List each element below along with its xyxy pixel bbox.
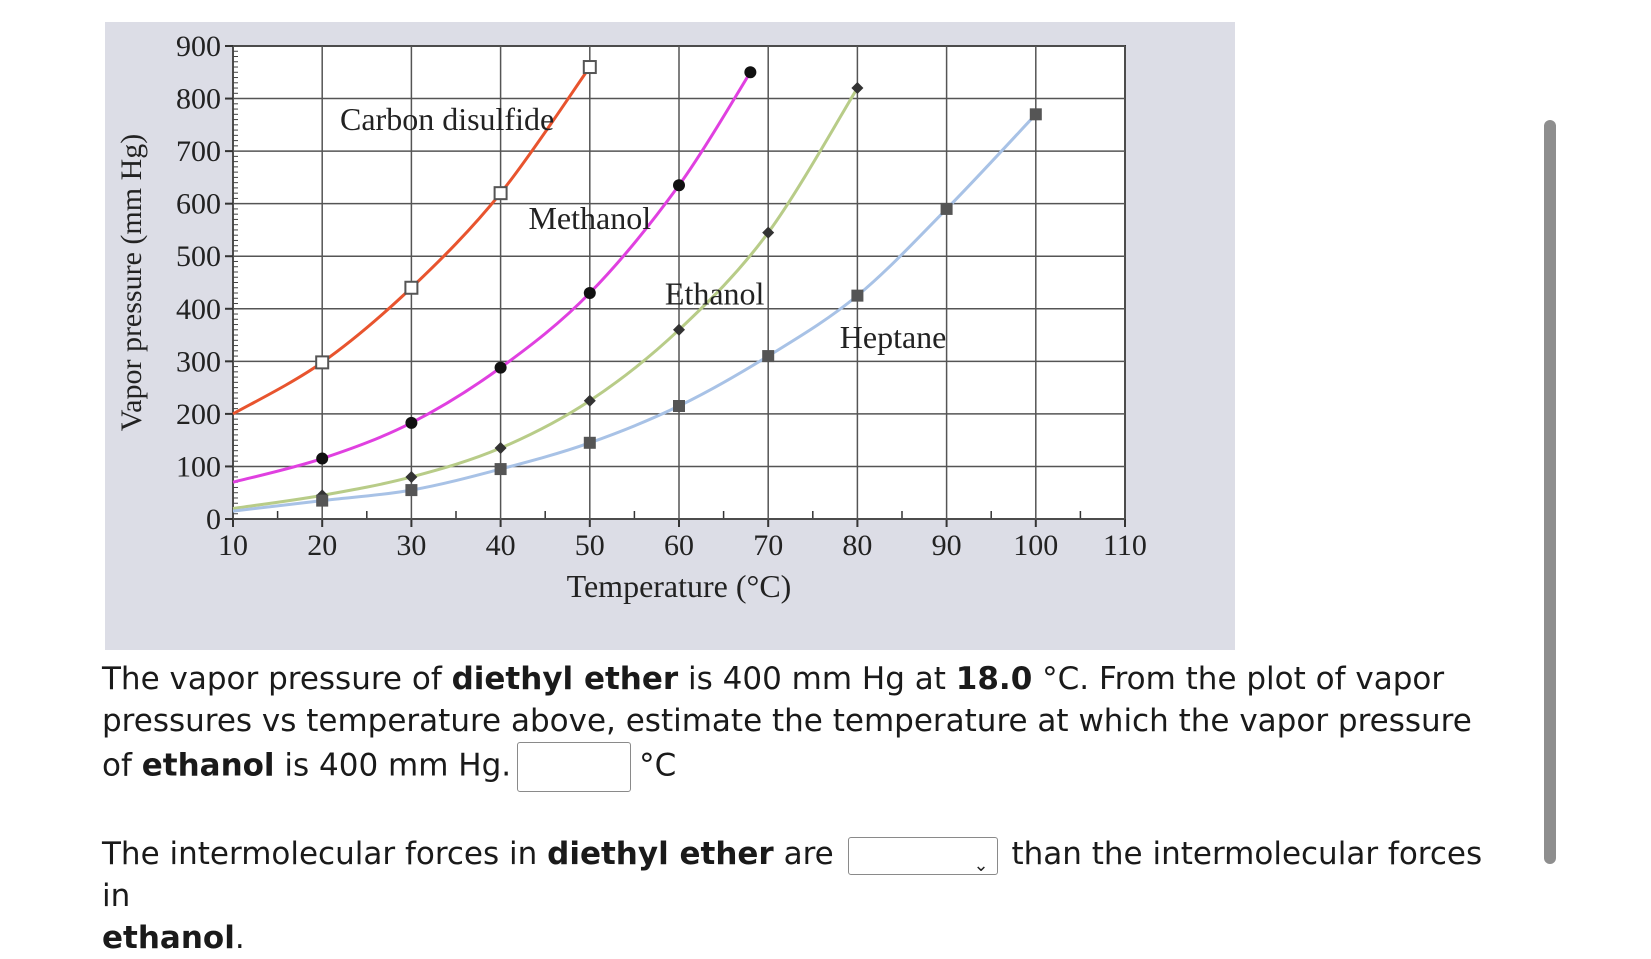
data-point-ethanol bbox=[673, 323, 685, 336]
q1-bold-temperature: 18.0 bbox=[955, 661, 1033, 697]
data-point-carbon-disulfide bbox=[315, 355, 330, 370]
data-point-heptane bbox=[940, 202, 953, 215]
series-label-heptane: Heptane bbox=[840, 319, 947, 355]
chart-svg: 10 20 30 40 50 60 70 80 90 100 110 0 100 200 300 400 500… bbox=[115, 30, 1147, 604]
data-point-methanol bbox=[316, 452, 329, 465]
x-tick-label: 80 bbox=[842, 529, 872, 562]
vertical-scrollbar[interactable] bbox=[1544, 120, 1556, 864]
q2-text-d: . bbox=[234, 920, 245, 956]
x-tick-label: 90 bbox=[932, 529, 962, 562]
chevron-down-icon: ⌄ bbox=[973, 854, 989, 876]
x-tick-label: 40 bbox=[486, 529, 516, 562]
y-tick-label: 900 bbox=[176, 30, 221, 63]
data-point-methanol bbox=[744, 66, 757, 79]
x-tick-label: 60 bbox=[664, 529, 694, 562]
x-axis-label: Temperature (°C) bbox=[567, 568, 792, 604]
y-tick-label: 800 bbox=[176, 83, 221, 116]
data-point-methanol bbox=[583, 287, 596, 300]
temperature-answer-input[interactable] bbox=[517, 742, 632, 792]
x-tick-label: 50 bbox=[575, 529, 605, 562]
y-tick-label: 600 bbox=[176, 188, 221, 221]
q2-bold-ethanol: ethanol bbox=[102, 920, 235, 956]
q1-bold-ethanol: ethanol bbox=[141, 747, 275, 784]
y-tick-label: 0 bbox=[206, 503, 221, 536]
data-point-methanol bbox=[494, 361, 507, 374]
y-tick-label: 400 bbox=[176, 293, 221, 326]
data-point-heptane bbox=[405, 484, 418, 497]
q1-text-b: is 400 mm Hg at bbox=[678, 661, 956, 697]
question-1: The vapor pressure of diethyl ether is 4… bbox=[102, 658, 1502, 792]
series-label-ethanol: Ethanol bbox=[665, 276, 765, 312]
x-tick-label: 70 bbox=[753, 529, 783, 562]
series-label-carbon-disulfide: Carbon disulfide bbox=[340, 101, 554, 137]
data-point-heptane bbox=[762, 350, 775, 363]
x-tick-label: 100 bbox=[1013, 529, 1058, 562]
y-axis-label: Vapor pressure (mm Hg) bbox=[115, 134, 148, 431]
data-point-carbon-disulfide bbox=[404, 280, 419, 295]
y-tick-label: 500 bbox=[176, 240, 221, 273]
data-point-heptane bbox=[1029, 108, 1042, 121]
q2-text-b: are bbox=[773, 836, 834, 872]
q1-unit: °C bbox=[639, 747, 677, 784]
vapor-pressure-chart: 10 20 30 40 50 60 70 80 90 100 110 0 100 200 300 400 500… bbox=[105, 22, 1235, 650]
x-tick-label: 10 bbox=[218, 529, 248, 562]
y-tick-label: 300 bbox=[176, 345, 221, 378]
data-point-ethanol bbox=[762, 226, 775, 239]
data-point-heptane bbox=[583, 436, 596, 449]
data-point-carbon-disulfide bbox=[493, 186, 508, 201]
data-point-heptane bbox=[851, 289, 864, 302]
data-point-carbon-disulfide bbox=[582, 60, 597, 75]
q2-text-a: The intermolecular forces in bbox=[102, 836, 548, 872]
data-point-methanol bbox=[673, 179, 685, 192]
forces-comparison-select[interactable]: ⌄ bbox=[847, 836, 998, 876]
y-tick-label: 700 bbox=[176, 135, 221, 168]
q2-bold-diethyl-ether: diethyl ether bbox=[547, 836, 774, 872]
data-point-heptane bbox=[316, 494, 329, 507]
data-point-ethanol bbox=[494, 442, 507, 455]
series-line-heptane bbox=[232, 113, 1037, 513]
question-2: The intermolecular forces in diethyl eth… bbox=[102, 833, 1502, 959]
data-point-ethanol bbox=[583, 394, 596, 407]
q2-text-c: than the intermolecular forces in bbox=[102, 836, 1483, 914]
x-tick-label: 30 bbox=[396, 529, 426, 562]
y-tick-label: 200 bbox=[176, 398, 221, 431]
x-tick-label: 20 bbox=[307, 529, 337, 562]
data-point-methanol bbox=[405, 416, 418, 429]
data-point-heptane bbox=[673, 400, 685, 413]
series-label-methanol: Methanol bbox=[528, 200, 651, 236]
data-point-ethanol bbox=[851, 82, 864, 95]
data-point-heptane bbox=[494, 463, 507, 476]
data-point-ethanol bbox=[405, 470, 418, 483]
q1-text-d: is 400 mm Hg. bbox=[274, 747, 512, 784]
q1-text-c: °C. From the plot of vapor pressures vs … bbox=[102, 661, 1472, 784]
y-tick-label: 100 bbox=[176, 450, 221, 483]
q1-text-a: The vapor pressure of bbox=[102, 661, 452, 697]
q1-bold-diethyl-ether: diethyl ether bbox=[451, 661, 679, 697]
x-tick-label: 110 bbox=[1103, 529, 1147, 562]
